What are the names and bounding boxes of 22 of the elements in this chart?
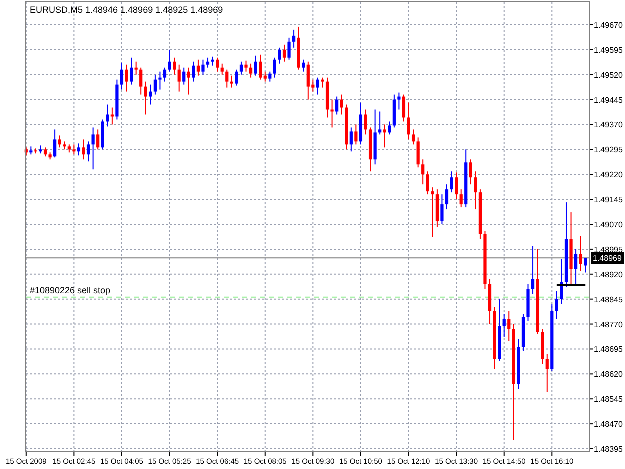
candlestick [431,188,434,238]
ref-line-label: #10890226 sell stop [30,285,111,296]
y-tick-label: 1.48395 [594,445,624,454]
y-tick-label: 1.49445 [594,96,624,105]
candlestick [330,100,334,128]
y-tick-label: 1.48845 [594,295,624,304]
y-tick-label: 1.49670 [594,20,624,30]
y-tick-label: 1.49220 [594,170,624,180]
y-tick-label: 1.48920 [594,270,624,280]
y-tick-label: 1.48470 [594,420,624,430]
y-tick-label: 1.49145 [594,196,624,205]
y-tick-label: 1.49070 [594,220,624,230]
ref-line-label: 1.48969 [593,254,622,264]
y-tick-label: 1.49520 [594,70,624,80]
y-tick-label: 1.48620 [594,370,624,380]
y-tick-label: 1.48770 [594,320,624,330]
y-tick-label: 1.48695 [594,345,624,354]
y-tick-label: 1.49370 [594,120,624,130]
chart-title: EURUSD,M5 1.48946 1.48969 1.48925 1.48969 [30,5,224,15]
y-tick-label: 1.48545 [594,395,624,404]
y-tick-label: 1.49295 [594,146,624,155]
y-tick-label: 1.49595 [594,46,624,55]
